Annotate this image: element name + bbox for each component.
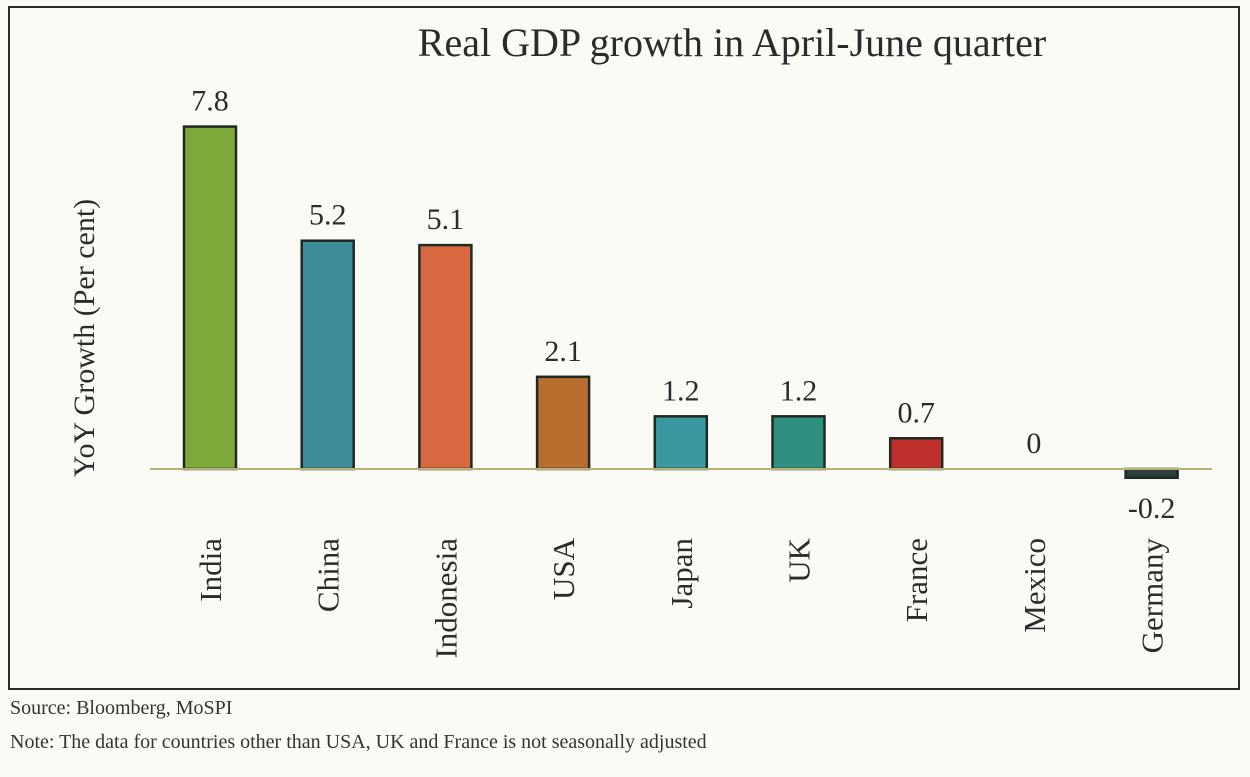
category-label-mexico: Mexico <box>1017 538 1052 633</box>
value-label-usa: 2.1 <box>544 335 582 368</box>
value-label-china: 5.2 <box>309 199 347 232</box>
value-label-india: 7.8 <box>191 85 229 118</box>
bar-indonesia <box>418 243 473 471</box>
bar-china <box>300 239 355 471</box>
category-label-india: India <box>193 538 228 602</box>
source-note: Source: Bloomberg, MoSPI <box>10 697 233 719</box>
category-label-germany: Germany <box>1135 538 1170 654</box>
chart-title: Real GDP growth in April-June quarter <box>418 20 1046 65</box>
chart-frame: Real GDP growth in April-June quarter Yo… <box>8 6 1240 690</box>
bar-uk <box>771 415 826 471</box>
bar-usa <box>535 375 591 471</box>
value-label-france: 0.7 <box>897 396 935 429</box>
bar-france <box>888 437 944 471</box>
category-label-china: China <box>311 538 346 612</box>
value-label-indonesia: 5.1 <box>427 203 465 236</box>
category-label-japan: Japan <box>664 538 699 609</box>
value-label-japan: 1.2 <box>662 374 700 407</box>
bars-layer: 7.8 India 5.2 China 5.1 Indonesia 2.1 USA 1.2 Jap… <box>182 85 1179 659</box>
category-label-france: France <box>899 538 934 622</box>
category-label-indonesia: Indonesia <box>428 538 463 659</box>
bar-japan <box>653 415 709 471</box>
bar-chart: Real GDP growth in April-June quarter Yo… <box>68 20 1212 659</box>
seasonal-adjustment-note: Note: The data for countries other than … <box>10 731 707 753</box>
value-label-uk: 1.2 <box>780 374 818 407</box>
value-label-mexico: 0 <box>1026 427 1041 460</box>
bar-germany <box>1124 467 1179 480</box>
bar-india <box>182 125 238 471</box>
category-label-uk: UK <box>782 537 817 582</box>
y-axis-label: YoY Growth (Per cent) <box>68 199 101 477</box>
category-label-usa: USA <box>546 537 581 600</box>
value-label-germany: -0.2 <box>1128 492 1176 525</box>
